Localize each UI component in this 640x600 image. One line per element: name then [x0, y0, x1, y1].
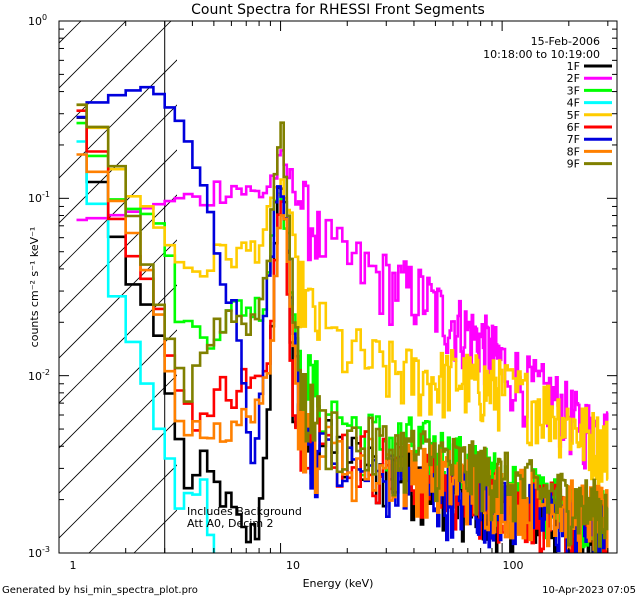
x-tick-label-100: 100 — [503, 559, 524, 572]
footer-timestamp: 10-Apr-2023 07:05 — [542, 585, 636, 596]
hatch-line — [0, 0, 104, 553]
legend-label-8f: 8F — [567, 145, 580, 158]
series-line-7f — [76, 85, 609, 553]
y-tick-label-0: 100 — [28, 13, 47, 28]
hatch-line — [59, 194, 177, 314]
x-tick-labels: 1 10 100 — [70, 559, 524, 572]
annotation-attenuator: Att A0, Decim 2 — [187, 517, 274, 530]
series-line-9f — [76, 103, 609, 553]
hatch-line — [59, 21, 172, 134]
y-axis-label: counts cm⁻² s⁻¹ keV⁻¹ — [28, 227, 41, 348]
hatch-line — [59, 21, 127, 89]
x-tick-label-1: 1 — [70, 559, 77, 572]
legend-time-range: 10:18:00 to 10:19:00 — [483, 48, 600, 61]
legend-label-6f: 6F — [567, 121, 580, 134]
y-tick-labels: 100 10-1 10-2 10-3 — [28, 13, 50, 560]
annotation-background: Includes Background — [187, 505, 302, 518]
axis-ticks — [58, 21, 617, 554]
legend-label-1f: 1F — [567, 60, 580, 73]
hatch-line — [59, 374, 177, 494]
hatch-line — [59, 419, 177, 539]
legend-date: 15-Feb-2006 — [531, 35, 600, 48]
hatch-line — [59, 59, 177, 179]
y-tick-label-minus2: 10-2 — [28, 368, 50, 383]
legend-label-9f: 9F — [567, 158, 580, 171]
series-layer — [76, 85, 609, 553]
series-line-2f — [76, 149, 609, 472]
hatch-line — [59, 149, 177, 269]
series-line-8f — [76, 153, 609, 553]
legend-label-4f: 4F — [567, 97, 580, 110]
y-tick-label-minus3: 10-3 — [28, 545, 50, 560]
y-tick-label-minus1: 10-1 — [28, 190, 50, 205]
plot-frame — [58, 20, 618, 554]
legend-label-7f: 7F — [567, 133, 580, 146]
chart-title: Count Spectra for RHESSI Front Segments — [191, 2, 485, 18]
series-line-5f — [76, 103, 609, 487]
x-tick-label-10: 10 — [286, 559, 300, 572]
series-line-4f — [76, 140, 216, 553]
legend-label-3f: 3F — [567, 84, 580, 97]
x-axis-label: Energy (keV) — [303, 577, 374, 590]
legend-label-2f: 2F — [567, 72, 580, 85]
footer-generated-by: Generated by hsi_min_spectra_plot.pro — [2, 585, 198, 596]
legend-label-5f: 5F — [567, 109, 580, 122]
